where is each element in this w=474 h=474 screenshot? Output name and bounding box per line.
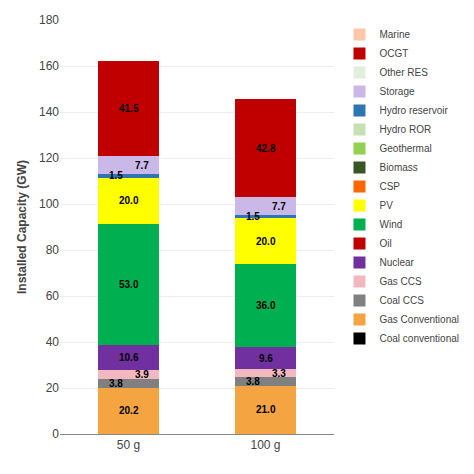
svg-text:Installed Capacity (GW): Installed Capacity (GW) bbox=[15, 160, 29, 294]
svg-text:160: 160 bbox=[39, 59, 59, 73]
svg-text:42.8: 42.8 bbox=[256, 143, 276, 154]
svg-text:Wind: Wind bbox=[379, 219, 402, 230]
svg-text:Oil: Oil bbox=[379, 238, 391, 249]
svg-text:3.3: 3.3 bbox=[272, 368, 286, 379]
svg-text:20.2: 20.2 bbox=[119, 405, 139, 416]
svg-text:60: 60 bbox=[46, 289, 60, 303]
svg-text:Hydro reservoir: Hydro reservoir bbox=[379, 105, 448, 116]
svg-text:20: 20 bbox=[46, 381, 60, 395]
svg-text:OCGT: OCGT bbox=[379, 48, 408, 59]
svg-text:36.0: 36.0 bbox=[256, 300, 276, 311]
svg-text:Nuclear: Nuclear bbox=[379, 257, 414, 268]
svg-text:21.0: 21.0 bbox=[256, 404, 276, 415]
svg-text:Gas CCS: Gas CCS bbox=[379, 276, 422, 287]
svg-text:Coal CCS: Coal CCS bbox=[379, 295, 424, 306]
svg-text:3.9: 3.9 bbox=[135, 369, 149, 380]
svg-text:Geothermal: Geothermal bbox=[379, 143, 431, 154]
svg-text:3.8: 3.8 bbox=[109, 378, 123, 389]
svg-text:PV: PV bbox=[379, 200, 393, 211]
svg-text:120: 120 bbox=[39, 151, 59, 165]
svg-text:0: 0 bbox=[52, 427, 59, 441]
svg-text:9.6: 9.6 bbox=[259, 353, 273, 364]
svg-text:Gas Conventional: Gas Conventional bbox=[379, 314, 459, 325]
svg-text:Coal conventional: Coal conventional bbox=[379, 333, 459, 344]
svg-text:7.7: 7.7 bbox=[272, 201, 286, 212]
svg-text:100 g: 100 g bbox=[250, 438, 280, 452]
svg-text:CSP: CSP bbox=[379, 181, 400, 192]
svg-text:140: 140 bbox=[39, 105, 59, 119]
svg-text:Hydro ROR: Hydro ROR bbox=[379, 124, 431, 135]
svg-text:Other RES: Other RES bbox=[379, 67, 428, 78]
svg-text:3.8: 3.8 bbox=[246, 376, 260, 387]
svg-text:1.5: 1.5 bbox=[109, 170, 123, 181]
svg-text:1.5: 1.5 bbox=[246, 211, 260, 222]
svg-text:7.7: 7.7 bbox=[135, 160, 149, 171]
svg-text:100: 100 bbox=[39, 197, 59, 211]
svg-text:20.0: 20.0 bbox=[256, 236, 276, 247]
svg-text:41.5: 41.5 bbox=[119, 103, 139, 114]
svg-text:80: 80 bbox=[46, 243, 60, 257]
svg-text:Biomass: Biomass bbox=[379, 162, 417, 173]
svg-text:Marine: Marine bbox=[379, 29, 410, 40]
svg-text:Storage: Storage bbox=[379, 86, 414, 97]
svg-text:180: 180 bbox=[39, 13, 59, 27]
svg-text:40: 40 bbox=[46, 335, 60, 349]
svg-text:10.6: 10.6 bbox=[119, 352, 139, 363]
svg-text:53.0: 53.0 bbox=[119, 279, 139, 290]
svg-text:20.0: 20.0 bbox=[119, 195, 139, 206]
svg-text:50 g: 50 g bbox=[117, 438, 140, 452]
